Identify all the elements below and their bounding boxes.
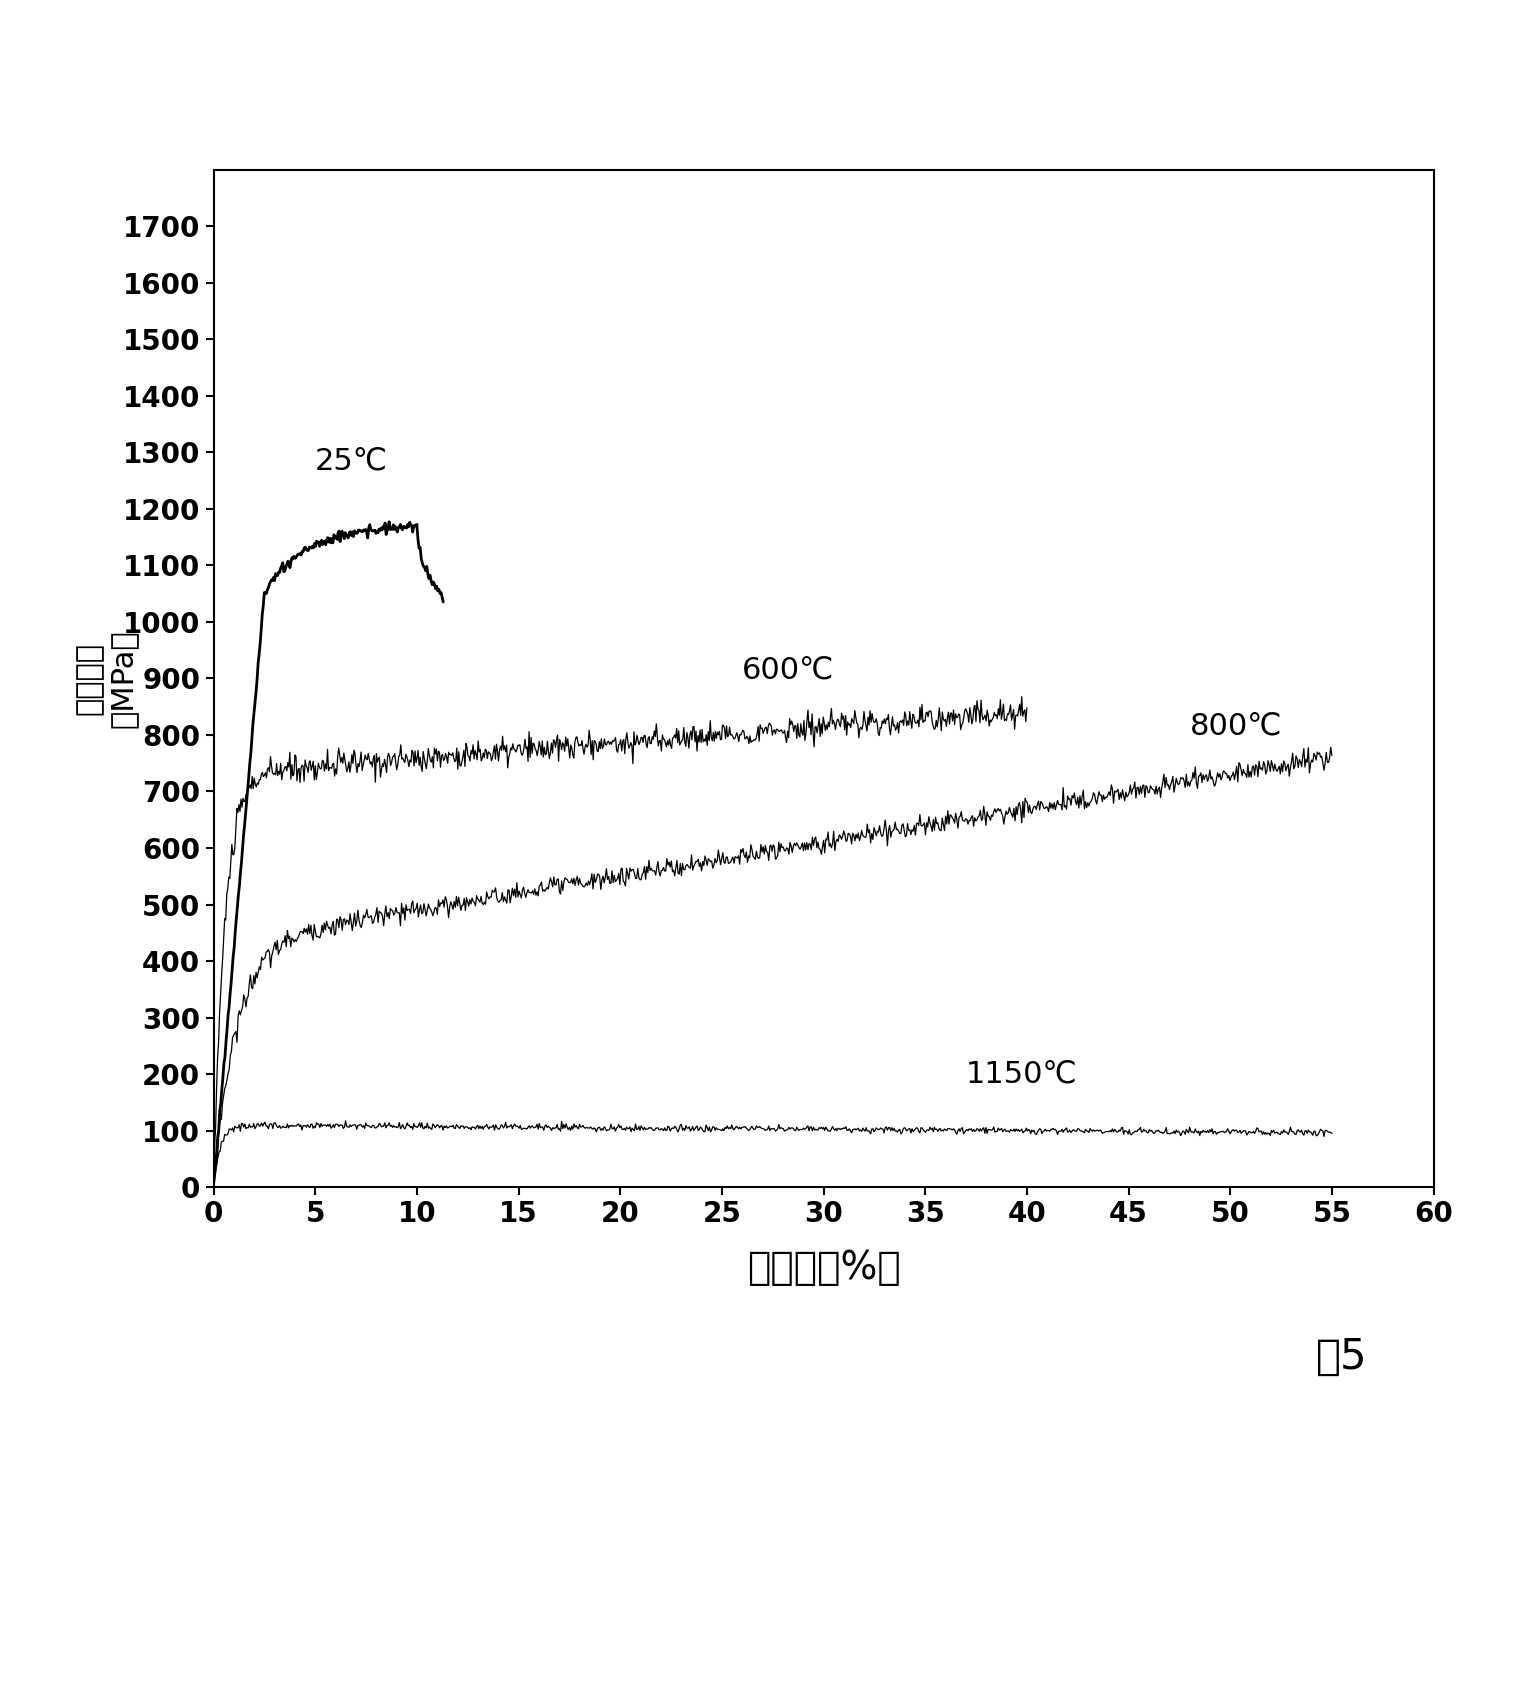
Text: 图5: 图5 — [1316, 1336, 1368, 1377]
Text: 800℃: 800℃ — [1190, 712, 1283, 741]
X-axis label: 应　变（%）: 应 变（%） — [747, 1250, 900, 1287]
Y-axis label: 屈服强度
（MPa）: 屈服强度 （MPa） — [75, 629, 137, 728]
Text: 600℃: 600℃ — [743, 655, 834, 685]
Text: 1150℃: 1150℃ — [965, 1060, 1078, 1089]
Text: 25℃: 25℃ — [316, 446, 389, 475]
